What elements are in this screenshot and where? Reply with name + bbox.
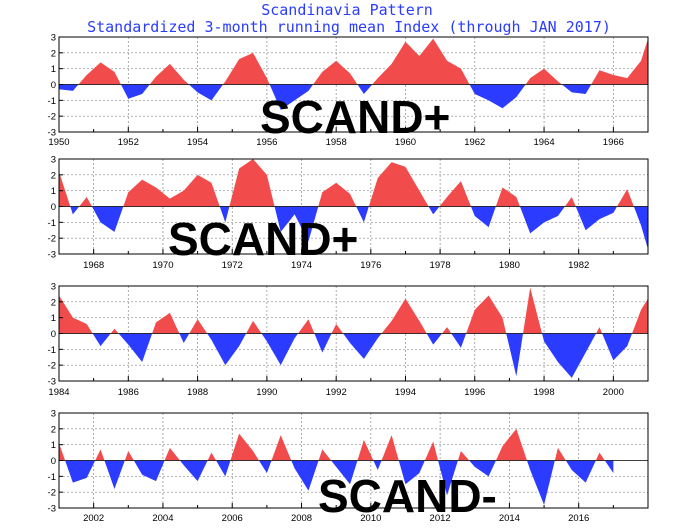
x-tick-label: 1998 bbox=[533, 387, 554, 398]
x-tick-label: 1952 bbox=[118, 137, 139, 148]
x-tick-label: 1980 bbox=[499, 260, 520, 271]
x-tick-label: 1972 bbox=[222, 260, 243, 271]
negative-area bbox=[59, 84, 648, 110]
x-tick-label: 2004 bbox=[152, 513, 173, 524]
phase-annotation: SCAND+ bbox=[260, 91, 450, 143]
y-tick-label: -3 bbox=[48, 504, 56, 515]
x-tick-label: 1958 bbox=[326, 137, 347, 148]
positive-area bbox=[59, 287, 648, 334]
positive-area bbox=[59, 428, 614, 461]
y-tick-label: -1 bbox=[48, 218, 56, 229]
y-tick-label: 3 bbox=[51, 155, 56, 166]
x-tick-label: 1968 bbox=[83, 260, 104, 271]
panel-4: 3 2 1 0 -1 -2 -3 2002 2004 2006 2008 2010 2012 2014 20… bbox=[48, 409, 649, 524]
y-tick-label: -3 bbox=[48, 128, 56, 139]
x-tick-label: 1978 bbox=[430, 260, 451, 271]
y-tick-label: 1 bbox=[51, 313, 56, 324]
y-tick-label: -1 bbox=[48, 96, 56, 107]
y-tick-label: 3 bbox=[51, 33, 56, 44]
x-tick-label: 1992 bbox=[326, 387, 347, 398]
x-tick-label: 1974 bbox=[291, 260, 312, 271]
y-tick-label: 1 bbox=[51, 186, 56, 197]
y-tick-label: -1 bbox=[48, 345, 56, 356]
y-tick-label: 3 bbox=[51, 282, 56, 293]
negative-area bbox=[59, 206, 648, 250]
x-tick-label: 2006 bbox=[222, 513, 243, 524]
panel-2: 3 2 1 0 -1 -2 -3 1968 1970 1972 1974 1976 1978 1980 19… bbox=[48, 155, 649, 271]
x-tick-label: 1990 bbox=[256, 387, 277, 398]
y-tick-label: 0 bbox=[51, 456, 56, 467]
y-tick-label: 0 bbox=[51, 202, 56, 213]
x-tick-label: 2014 bbox=[499, 513, 520, 524]
y-tick-label: 1 bbox=[51, 440, 56, 451]
y-tick-label: -3 bbox=[48, 377, 56, 388]
x-tick-label: 1964 bbox=[533, 137, 554, 148]
y-tick-label: -2 bbox=[48, 234, 56, 245]
x-tick-label: 2016 bbox=[568, 513, 589, 524]
negative-area bbox=[59, 460, 614, 505]
negative-area bbox=[59, 333, 648, 378]
y-tick-label: 1 bbox=[51, 64, 56, 75]
y-tick-label: -2 bbox=[48, 112, 56, 123]
x-tick-label: 1976 bbox=[360, 260, 381, 271]
y-tick-label: 0 bbox=[51, 80, 56, 91]
x-tick-label: 2002 bbox=[83, 513, 104, 524]
y-tick-label: 2 bbox=[51, 170, 56, 181]
x-tick-label: 1970 bbox=[152, 260, 173, 271]
y-tick-label: 2 bbox=[51, 48, 56, 59]
y-tick-label: 2 bbox=[51, 424, 56, 435]
y-tick-label: 3 bbox=[51, 409, 56, 420]
phase-annotation: SCAND+ bbox=[168, 213, 358, 265]
x-tick-label: 1956 bbox=[256, 137, 277, 148]
y-tick-label: 0 bbox=[51, 329, 56, 340]
x-tick-label: 1986 bbox=[118, 387, 139, 398]
y-tick-label: 2 bbox=[51, 297, 56, 308]
x-tick-label: 1962 bbox=[464, 137, 485, 148]
x-tick-label: 1960 bbox=[395, 137, 416, 148]
x-tick-label: 1984 bbox=[48, 387, 69, 398]
positive-area bbox=[59, 159, 648, 207]
x-tick-label: 1982 bbox=[568, 260, 589, 271]
y-tick-label: -3 bbox=[48, 250, 56, 261]
chart-title: Scandinavia Pattern bbox=[261, 1, 433, 19]
y-tick-label: -2 bbox=[48, 488, 56, 499]
x-tick-label: 1966 bbox=[603, 137, 624, 148]
x-tick-label: 1950 bbox=[48, 137, 69, 148]
x-tick-label: 1954 bbox=[187, 137, 208, 148]
x-tick-label: 2008 bbox=[291, 513, 312, 524]
positive-area bbox=[59, 38, 648, 85]
x-tick-label: 2012 bbox=[430, 513, 451, 524]
x-tick-label: 1996 bbox=[464, 387, 485, 398]
y-tick-label: -1 bbox=[48, 472, 56, 483]
chart-subtitle: Standardized 3-month running mean Index … bbox=[87, 18, 611, 36]
y-tick-label: -2 bbox=[48, 361, 56, 372]
x-tick-label: 2000 bbox=[603, 387, 624, 398]
x-tick-label: 1988 bbox=[187, 387, 208, 398]
phase-annotation: SCAND- bbox=[318, 470, 497, 522]
x-tick-label: 2010 bbox=[360, 513, 381, 524]
x-tick-label: 1994 bbox=[395, 387, 416, 398]
